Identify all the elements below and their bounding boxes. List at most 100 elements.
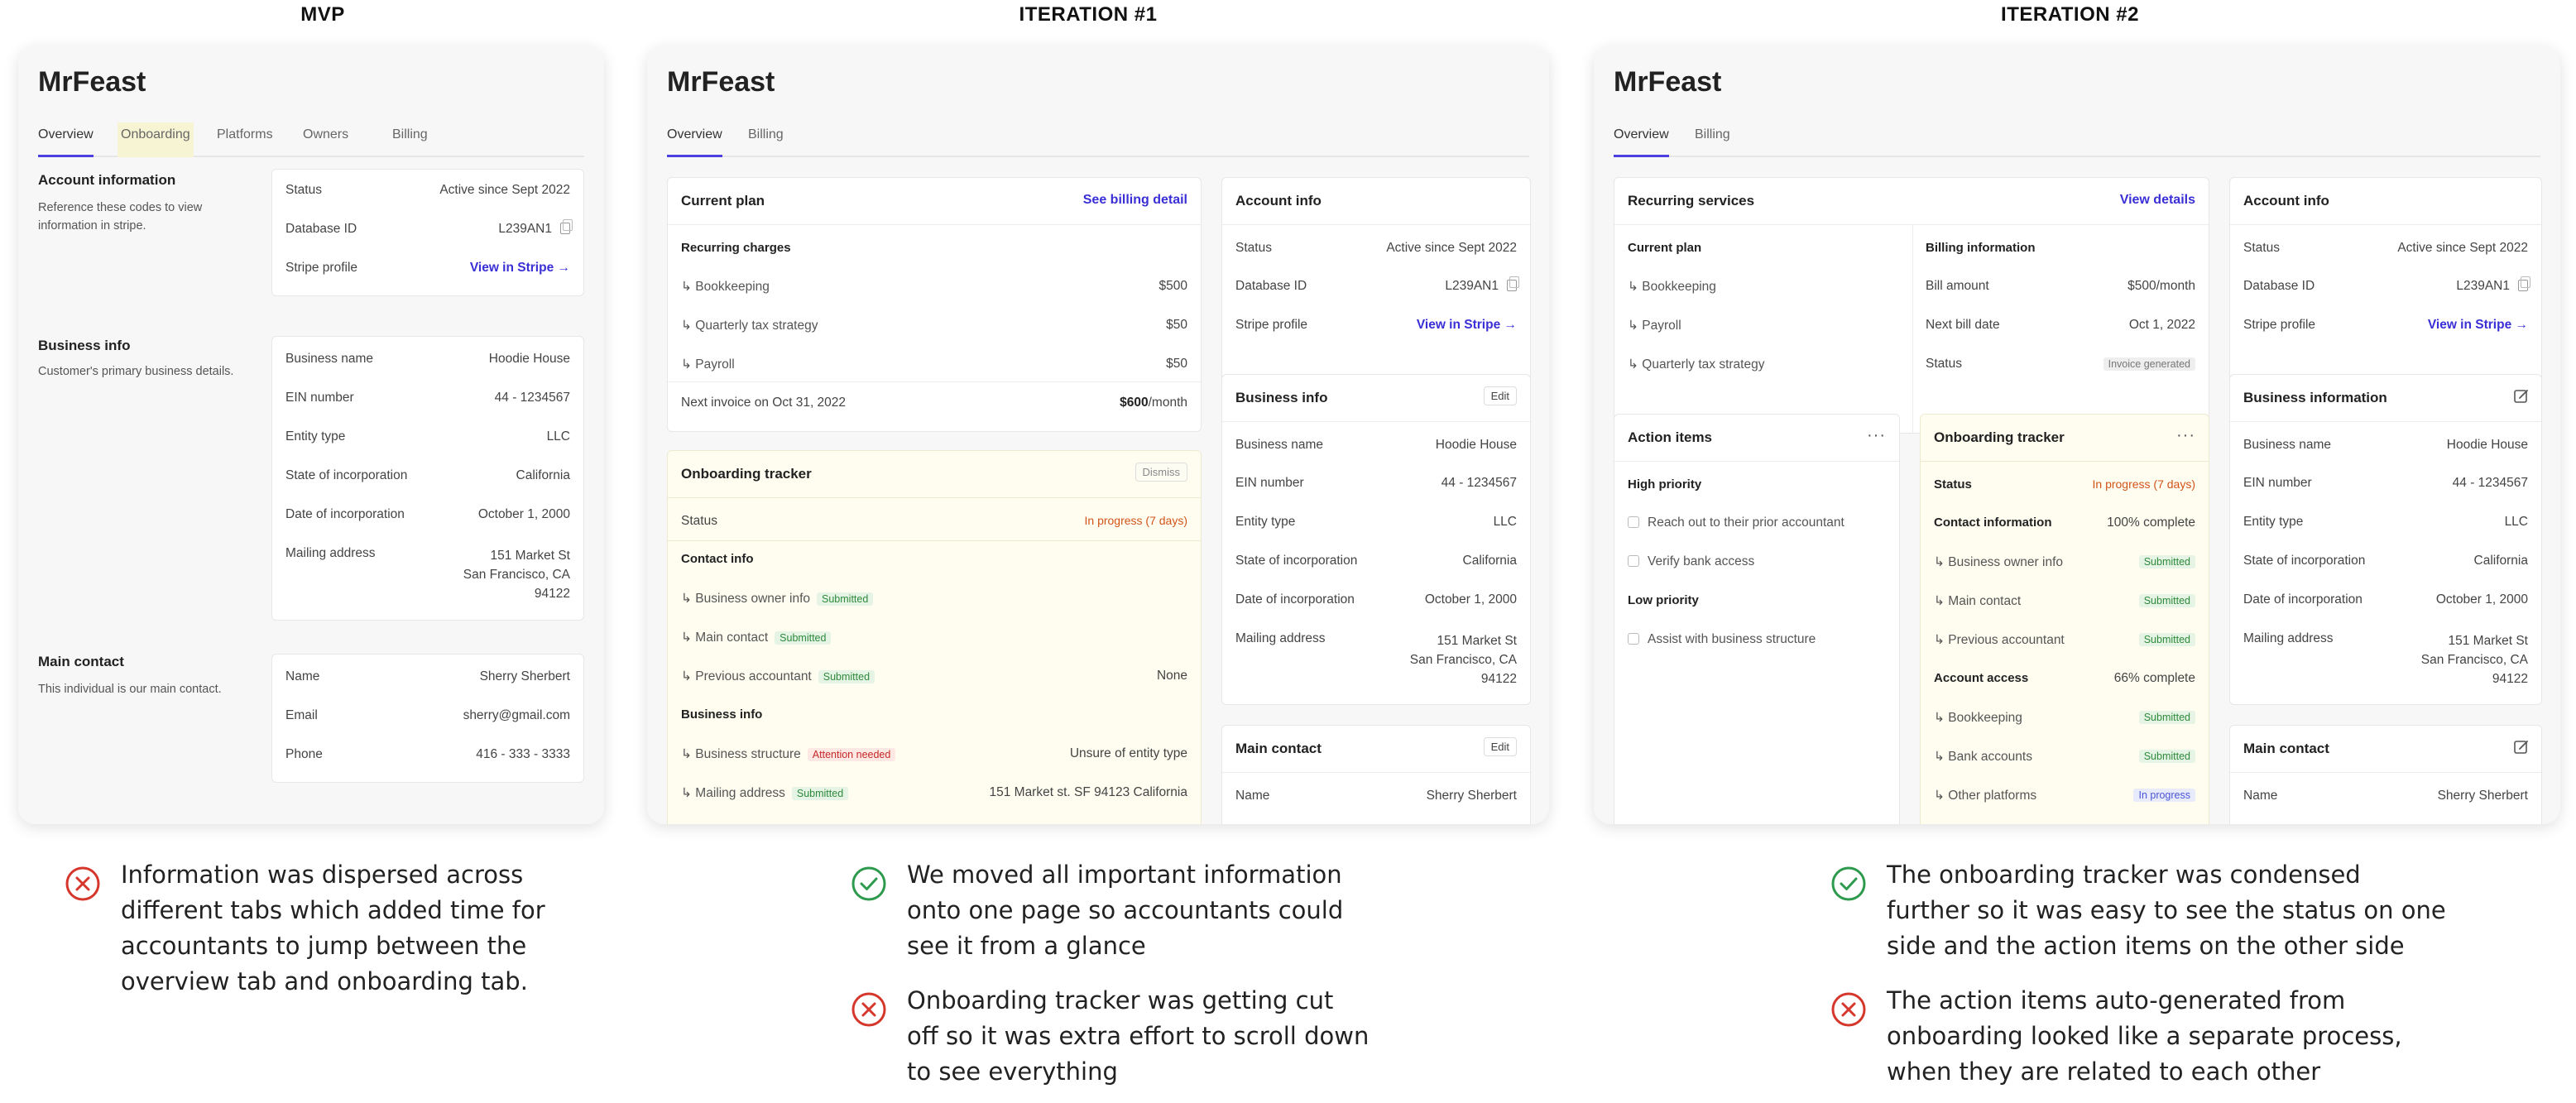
field-label: Entity type bbox=[1235, 515, 1296, 529]
database-id: L239AN1 bbox=[1445, 279, 1499, 293]
line-item: ↳ Business structure bbox=[681, 747, 801, 761]
field-label: State of incorporation bbox=[285, 468, 408, 482]
tab-billing[interactable]: Billing bbox=[392, 127, 428, 141]
address-line: 94122 bbox=[1480, 672, 1517, 686]
edit-icon[interactable] bbox=[2513, 388, 2530, 405]
iteration-2-negative-note: The action items auto-generated from onbo… bbox=[1887, 986, 2402, 1086]
section-title: Business info bbox=[38, 338, 131, 353]
field-value: Sherry Sherbert bbox=[1426, 789, 1517, 803]
mockup-frame: MrFeast Overview Billing Recurring servi… bbox=[1594, 46, 2560, 824]
action-item: Assist with business structure bbox=[1648, 632, 1816, 646]
copy-icon[interactable] bbox=[560, 219, 573, 234]
view-in-stripe-link[interactable]: View in Stripe → bbox=[469, 261, 570, 275]
edit-icon[interactable] bbox=[2513, 739, 2530, 755]
see-billing-detail-link[interactable]: See billing detail bbox=[1082, 193, 1187, 207]
main-contact-card: Main contact Edit Name Sherry Sherbert bbox=[1221, 725, 1531, 824]
card-title: Main contact bbox=[1235, 741, 1322, 756]
arrow-right-icon: → bbox=[1504, 318, 1518, 332]
current-plan-card: Current plan See billing detail Recurrin… bbox=[667, 177, 1202, 432]
tab-platforms[interactable]: Platforms bbox=[217, 127, 273, 141]
account-card: Status Active since Sept 2022 Database ID… bbox=[271, 169, 584, 296]
field-label: Entity type bbox=[285, 429, 346, 444]
address-line: San Francisco, CA bbox=[2420, 653, 2528, 667]
check-circle-icon bbox=[851, 866, 886, 901]
tab-owners[interactable]: Owners bbox=[303, 127, 349, 141]
app-title: MrFeast bbox=[1614, 66, 1722, 98]
next-invoice-amount: $600 bbox=[1120, 396, 1149, 410]
field-label: EIN number bbox=[285, 391, 354, 405]
business-info-card: Business info Edit Business name Hoodie H… bbox=[1221, 374, 1531, 705]
checkbox[interactable] bbox=[1628, 633, 1639, 645]
card-title: Account info bbox=[2243, 193, 2329, 209]
field-value: California bbox=[1462, 554, 1517, 568]
field-label: Date of incorporation bbox=[285, 507, 405, 521]
field-label: Mailing address bbox=[2243, 631, 2334, 645]
line-item: ↳ Other platforms bbox=[1934, 789, 2037, 803]
address-line: 151 Market St bbox=[1437, 634, 1518, 648]
field-label: Name bbox=[285, 669, 320, 683]
tab-overview[interactable]: Overview bbox=[38, 122, 94, 157]
field-label: Database ID bbox=[2243, 279, 2315, 293]
field-label: EIN number bbox=[1235, 476, 1304, 490]
tab-billing[interactable]: Billing bbox=[1695, 127, 1730, 141]
line-item-amount: $500 bbox=[1158, 279, 1187, 293]
tab-billing[interactable]: Billing bbox=[748, 127, 784, 141]
iteration-1-negative-note: Onboarding tracker was getting cut off so… bbox=[907, 986, 1370, 1086]
onboarding-tracker-card: Onboarding tracker Dismiss Status In prog… bbox=[667, 450, 1202, 824]
status-badge: Attention needed bbox=[807, 748, 896, 761]
tab-overview[interactable]: Overview bbox=[1614, 122, 1669, 157]
copy-icon[interactable] bbox=[2518, 276, 2530, 291]
line-item: ↳ Business owner info bbox=[1934, 555, 2064, 569]
view-in-stripe-link[interactable]: View in Stripe → bbox=[1416, 318, 1518, 332]
tab-overview[interactable]: Overview bbox=[667, 122, 722, 157]
field-value: Unsure of entity type bbox=[1069, 746, 1187, 760]
status-badge: Submitted bbox=[2138, 711, 2195, 724]
mockup-frame: MrFeast Overview Billing Current plan Se… bbox=[647, 46, 1549, 824]
tab-bar: Overview Billing bbox=[667, 122, 1529, 157]
status-badge: Submitted bbox=[775, 631, 832, 645]
more-options-icon[interactable]: ··· bbox=[2176, 426, 2195, 444]
line-item: ↳ Business owner info bbox=[681, 592, 811, 606]
line-item: ↳ Bookkeeping bbox=[1934, 711, 2022, 725]
copy-icon[interactable] bbox=[1507, 276, 1519, 291]
cross-circle-icon bbox=[1831, 992, 1866, 1027]
line-item: ↳ Bookkeeping bbox=[1628, 280, 1716, 294]
column-heading: ITERATION #1 bbox=[1019, 3, 1158, 26]
field-value: $500/month bbox=[2127, 279, 2195, 293]
field-value: 416 - 333 - 3333 bbox=[476, 747, 570, 761]
checkbox[interactable] bbox=[1628, 516, 1639, 528]
dismiss-button[interactable]: Dismiss bbox=[1134, 463, 1187, 482]
line-item: ↳ Payroll bbox=[1628, 319, 1681, 333]
field-label: State of incorporation bbox=[1235, 554, 1358, 568]
business-card: Business name Hoodie House EIN number 44 -… bbox=[271, 336, 584, 621]
field-value: Active since Sept 2022 bbox=[2397, 241, 2528, 255]
card-title: Main contact bbox=[2243, 741, 2329, 756]
tab-onboarding[interactable]: Onboarding bbox=[118, 122, 194, 157]
more-options-icon[interactable]: ··· bbox=[1867, 426, 1886, 444]
field-value: Hoodie House bbox=[1435, 438, 1517, 452]
field-label: Status bbox=[1235, 241, 1272, 255]
tab-bar: Overview Billing bbox=[1614, 122, 2540, 157]
line-item: ↳ Bookkeeping bbox=[681, 280, 770, 294]
field-label: Status bbox=[1934, 477, 1972, 492]
address-line: San Francisco, CA bbox=[1409, 653, 1517, 667]
status-badge: Submitted bbox=[818, 670, 875, 683]
field-label: Business name bbox=[2243, 438, 2331, 452]
priority-heading: Low priority bbox=[1628, 593, 1699, 607]
onboarding-tracker-card: Onboarding tracker ··· Status In progress… bbox=[1920, 414, 2209, 824]
field-value: LLC bbox=[546, 429, 570, 444]
card-title: Onboarding tracker bbox=[1934, 429, 2065, 445]
card-title: Onboarding tracker bbox=[681, 466, 812, 482]
field-label: Email bbox=[285, 708, 318, 722]
edit-button[interactable]: Edit bbox=[1483, 386, 1517, 405]
field-label: Database ID bbox=[285, 222, 357, 236]
column-heading: MVP bbox=[300, 3, 345, 26]
checkbox[interactable] bbox=[1628, 555, 1639, 567]
view-in-stripe-link[interactable]: View in Stripe → bbox=[2427, 318, 2528, 332]
field-value: Sherry Sherbert bbox=[2437, 789, 2528, 803]
card-title: Current plan bbox=[681, 193, 765, 209]
field-label: Status bbox=[1926, 357, 1962, 371]
field-value: October 1, 2000 bbox=[2435, 592, 2528, 607]
view-details-link[interactable]: View details bbox=[2119, 193, 2195, 207]
edit-button[interactable]: Edit bbox=[1483, 737, 1517, 756]
